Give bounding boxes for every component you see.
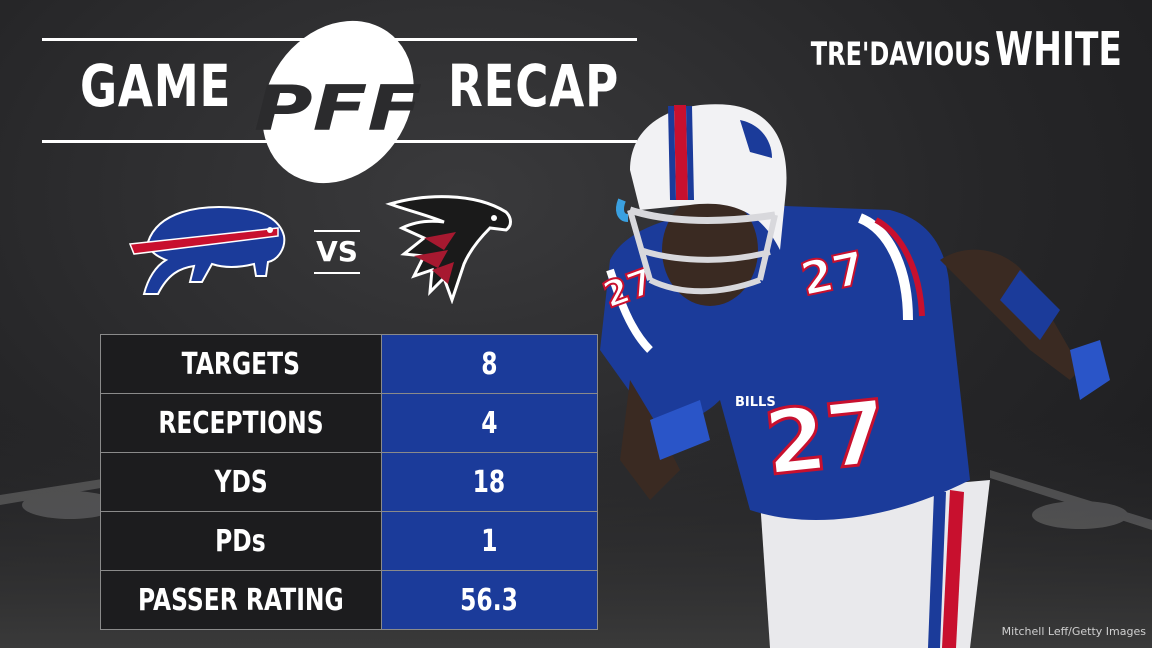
player-name: TRE'DAVIOUS WHITE bbox=[811, 22, 1122, 76]
stat-label: PDs bbox=[100, 511, 382, 571]
pff-logo-text: PFF bbox=[254, 72, 422, 145]
title-recap: RECAP bbox=[448, 52, 620, 120]
jersey-chest-text: BILLS bbox=[735, 395, 776, 410]
bills-logo bbox=[128, 206, 286, 295]
table-row: RECEPTIONS 4 bbox=[100, 393, 599, 453]
stat-label: TARGETS bbox=[100, 334, 382, 394]
stat-value: 4 bbox=[380, 393, 599, 453]
stat-label: YDS bbox=[100, 452, 382, 512]
player-first-name: TRE'DAVIOUS bbox=[810, 35, 991, 73]
title-game: GAME bbox=[80, 52, 232, 120]
stat-value: 8 bbox=[380, 334, 599, 394]
falcons-logo bbox=[385, 195, 512, 304]
vs-label: VS bbox=[316, 235, 358, 268]
stats-table: TARGETS 8 RECEPTIONS 4 YDS 18 PDs 1 PASS… bbox=[100, 334, 599, 630]
stat-value: 18 bbox=[380, 452, 599, 512]
vs-line-bottom bbox=[314, 272, 360, 274]
stat-label: PASSER RATING bbox=[100, 570, 382, 630]
table-row: TARGETS 8 bbox=[100, 334, 599, 394]
pff-logo: PFF bbox=[254, 20, 422, 184]
player-last-name: WHITE bbox=[995, 22, 1122, 76]
jersey-number-chest: 27 bbox=[760, 380, 893, 495]
stat-value: 56.3 bbox=[380, 570, 599, 630]
vs-line-top bbox=[314, 230, 360, 232]
table-row: PASSER RATING 56.3 bbox=[100, 570, 599, 630]
photo-credit: Mitchell Leff/Getty Images bbox=[1001, 625, 1146, 638]
table-row: PDs 1 bbox=[100, 511, 599, 571]
table-row: YDS 18 bbox=[100, 452, 599, 512]
stat-value: 1 bbox=[380, 511, 599, 571]
stat-label: RECEPTIONS bbox=[100, 393, 382, 453]
player-figure: 27 27 27 BILLS bbox=[597, 104, 1110, 648]
